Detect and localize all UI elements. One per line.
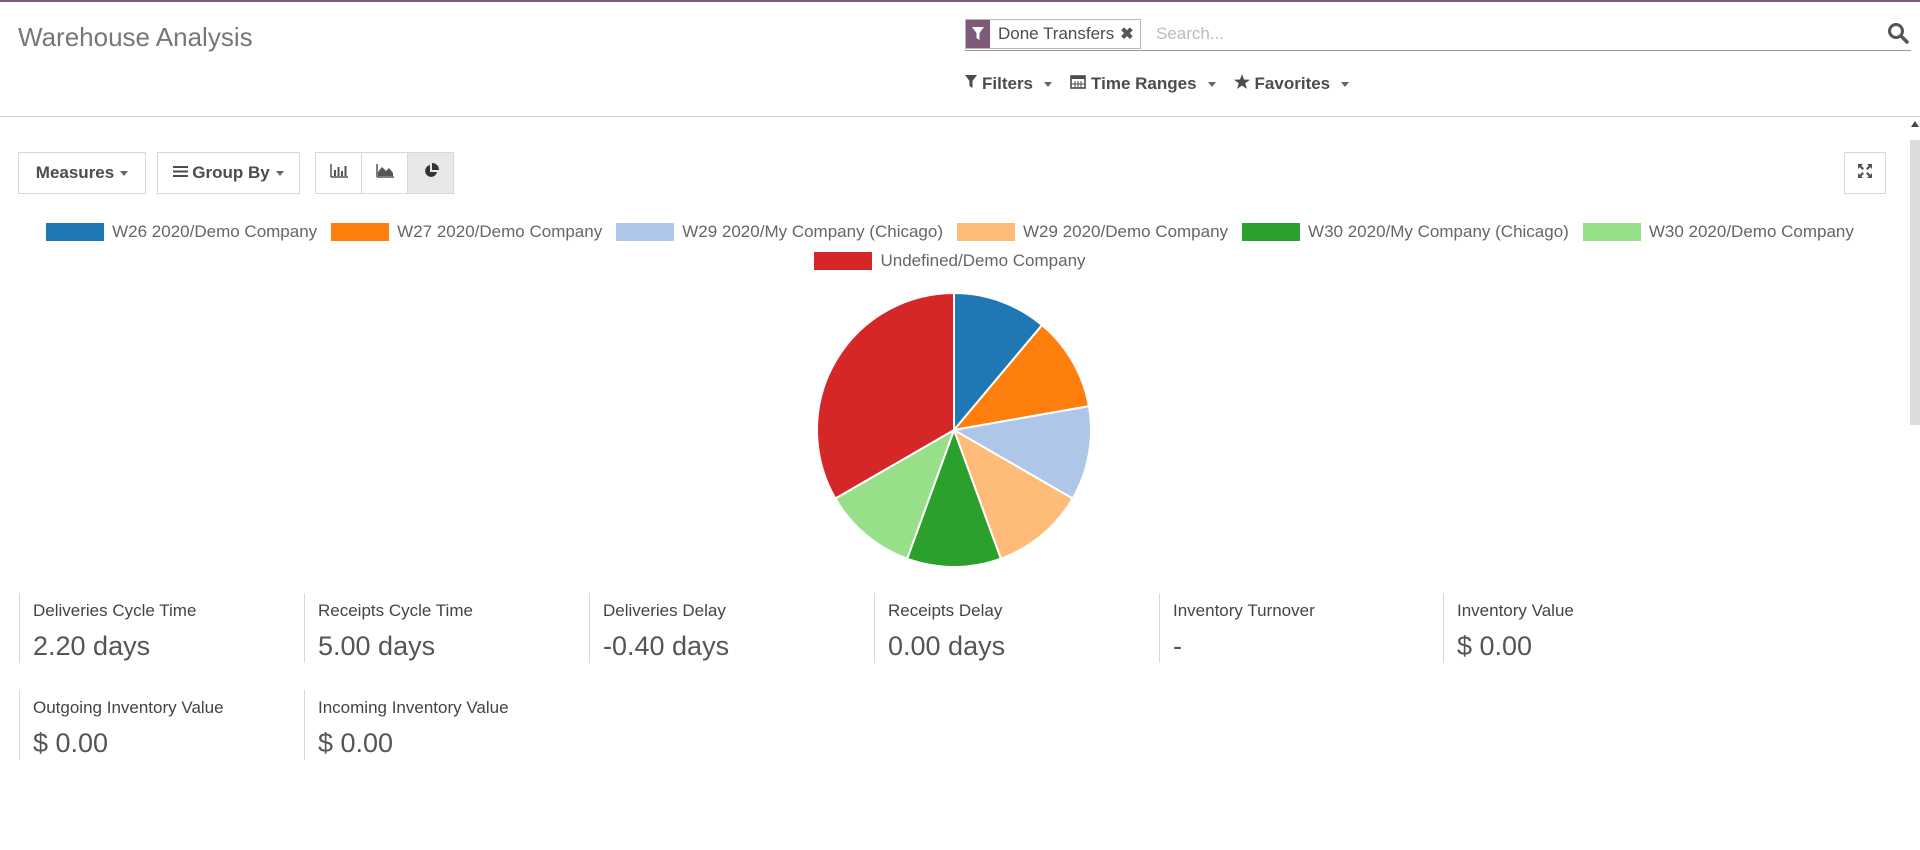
caret-down-icon [1341, 81, 1350, 87]
search-facet: Done Transfers ✖ [965, 19, 1141, 49]
filters-button[interactable]: Filters [965, 74, 1053, 94]
legend-item[interactable]: Undefined/Demo Company [814, 251, 1086, 271]
scroll-up-arrow-icon[interactable] [1911, 121, 1919, 127]
measures-label: Measures [35, 163, 115, 182]
kpi-label: Deliveries Delay [603, 601, 726, 620]
legend-label: W30 2020/Demo Company [1648, 222, 1854, 241]
time-ranges-label: Time Ranges [1091, 74, 1197, 93]
kpi-value: -0.40 days [603, 631, 730, 661]
kpi-value: $ 0.00 [1457, 631, 1533, 661]
line-chart-button[interactable] [361, 152, 408, 194]
pie-chart-icon [423, 162, 439, 184]
favorites-label: Favorites [1254, 74, 1331, 93]
legend-swatch [616, 223, 675, 241]
kpi-card[interactable]: Incoming Inventory Value $ 0.00 [304, 690, 590, 760]
page-title: Warehouse Analysis [18, 22, 253, 52]
legend-label: W30 2020/My Company (Chicago) [1308, 222, 1569, 241]
search-bar: Done Transfers ✖ [965, 16, 1911, 51]
legend-swatch [46, 223, 105, 241]
caret-down-icon [1044, 81, 1053, 87]
pie-slice[interactable] [951, 405, 1092, 500]
legend-swatch [1242, 223, 1301, 241]
legend-item[interactable]: W26 2020/Demo Company [46, 222, 317, 242]
pie-slice[interactable] [816, 291, 955, 500]
kpi-label: Outgoing Inventory Value [33, 698, 224, 717]
legend-item[interactable]: W27 2020/Demo Company [331, 222, 602, 242]
list-icon [173, 163, 189, 183]
chart-type-switcher [315, 152, 454, 194]
pie-slice[interactable] [951, 323, 1091, 432]
legend-label: W27 2020/Demo Company [397, 222, 603, 241]
kpi-value: 2.20 days [33, 631, 151, 661]
legend-item[interactable]: W30 2020/My Company (Chicago) [1242, 222, 1569, 242]
kpi-card[interactable]: Outgoing Inventory Value $ 0.00 [19, 690, 305, 760]
pie-slice[interactable] [953, 291, 1044, 433]
star-icon [1233, 74, 1250, 94]
facet-label: Done Transfers [998, 24, 1115, 43]
top-brand-line [0, 0, 1920, 2]
legend-swatch [814, 252, 873, 270]
favorites-button[interactable]: Favorites [1233, 74, 1350, 94]
kpi-label: Inventory Value [1457, 601, 1574, 620]
scrollbar[interactable] [1910, 140, 1920, 425]
kpi-value: 0.00 days [888, 631, 1006, 661]
legend-label: Undefined/Demo Company [880, 251, 1086, 270]
time-ranges-button[interactable]: Time Ranges [1070, 74, 1216, 94]
area-chart-icon [375, 163, 394, 183]
caret-down-icon [120, 170, 129, 176]
filter-icon [966, 20, 990, 48]
legend-label: W29 2020/Demo Company [1023, 222, 1229, 241]
kpi-card[interactable]: Deliveries Delay -0.40 days [589, 593, 875, 663]
kpi-value: 5.00 days [318, 631, 436, 661]
kpi-card[interactable]: Deliveries Cycle Time 2.20 days [19, 593, 305, 663]
chart-legend: W26 2020/Demo Company W27 2020/Demo Compa… [20, 222, 1880, 271]
measures-button[interactable]: Measures [18, 152, 146, 194]
legend-swatch [957, 223, 1015, 241]
calendar-icon [1070, 74, 1086, 94]
filter-icon [965, 74, 977, 94]
legend-item[interactable]: W30 2020/Demo Company [1582, 222, 1854, 242]
kpi-card[interactable]: Inventory Value $ 0.00 [1443, 593, 1729, 663]
pie-slice[interactable] [833, 427, 956, 561]
search-options: Filters Time Ranges Favorites [965, 74, 1350, 94]
kpi-label: Incoming Inventory Value [318, 698, 509, 717]
pie-slice[interactable] [952, 427, 1075, 561]
filters-label: Filters [982, 74, 1034, 93]
pie-chart-button[interactable] [407, 152, 454, 194]
control-panel: Warehouse Analysis Done Transfers ✖ Filt… [0, 2, 1920, 117]
pie-slice[interactable] [905, 427, 1003, 568]
legend-item[interactable]: W29 2020/My Company (Chicago) [616, 222, 943, 242]
legend-label: W29 2020/My Company (Chicago) [682, 222, 943, 241]
search-input[interactable] [1154, 19, 1858, 49]
kpi-value: $ 0.00 [33, 728, 109, 758]
caret-down-icon [275, 170, 284, 176]
group-by-button[interactable]: Group By [157, 152, 300, 194]
kpi-card[interactable]: Receipts Delay 0.00 days [874, 593, 1160, 663]
search-icon[interactable] [1887, 22, 1911, 46]
expand-icon [1857, 163, 1873, 184]
kpi-value: $ 0.00 [318, 728, 394, 758]
kpi-label: Receipts Delay [888, 601, 1003, 620]
pie-chart [816, 291, 1092, 568]
kpi-card[interactable]: Receipts Cycle Time 5.00 days [304, 593, 590, 663]
legend-item[interactable]: W29 2020/Demo Company [957, 222, 1228, 242]
bar-chart-button[interactable] [315, 152, 362, 194]
legend-swatch [1582, 223, 1641, 241]
bar-chart-icon [329, 163, 348, 183]
kpi-value: - [1173, 631, 1182, 661]
fullscreen-button[interactable] [1844, 152, 1886, 194]
remove-facet-icon[interactable]: ✖ [1120, 26, 1134, 43]
kpi-label: Receipts Cycle Time [318, 601, 473, 620]
legend-label: W26 2020/Demo Company [112, 222, 318, 241]
group-by-label: Group By [192, 163, 270, 182]
kpi-label: Inventory Turnover [1173, 601, 1315, 620]
kpi-label: Deliveries Cycle Time [33, 601, 197, 620]
legend-swatch [331, 223, 390, 241]
caret-down-icon [1207, 81, 1216, 87]
kpi-card[interactable]: Inventory Turnover - [1159, 593, 1445, 663]
